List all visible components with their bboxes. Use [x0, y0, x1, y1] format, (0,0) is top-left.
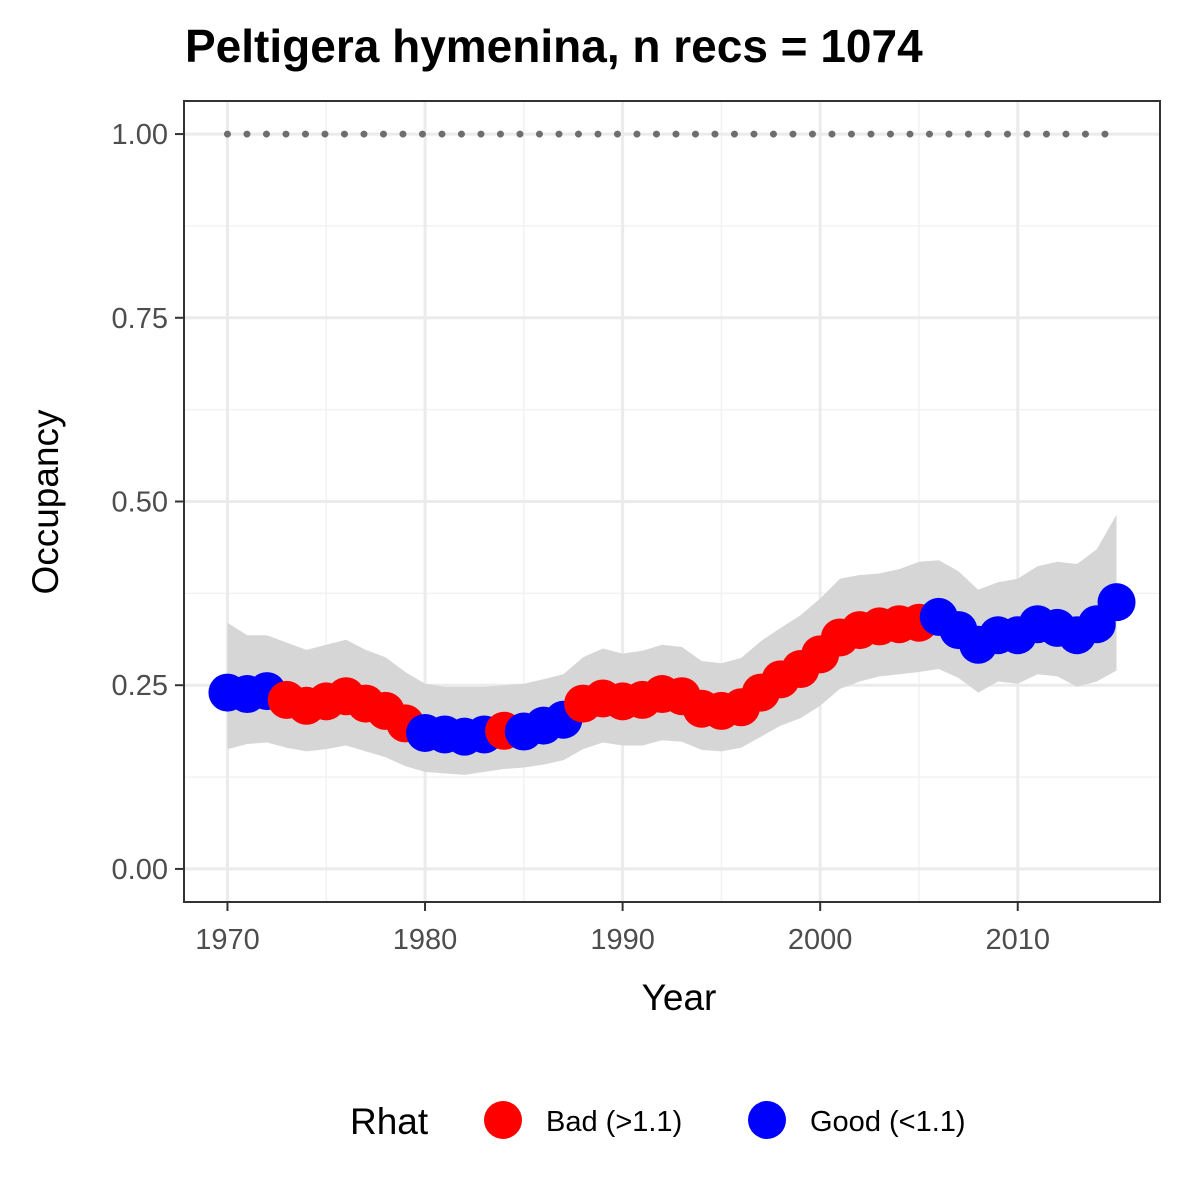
x-axis-title: Year [642, 977, 717, 1018]
legend-label-good: Good (<1.1) [810, 1106, 966, 1138]
y-tick-label: 0.75 [112, 303, 168, 335]
y-axis-title: Occupancy [25, 409, 66, 595]
x-tick-label: 2010 [985, 924, 1050, 956]
y-axis: 0.00 0.25 0.50 0.75 1.00 [112, 119, 184, 886]
y-tick-label: 0.00 [112, 854, 168, 886]
x-tick-label: 1970 [195, 924, 260, 956]
legend-label-bad: Bad (>1.1) [546, 1106, 682, 1138]
legend-key-good [748, 1101, 786, 1139]
x-tick-label: 1980 [393, 924, 458, 956]
y-tick-label: 1.00 [112, 119, 168, 151]
legend: Rhat Bad (>1.1) Good (<1.1) [350, 1101, 966, 1142]
chart-title: Peltigera hymenina, n recs = 1074 [185, 20, 923, 72]
x-axis: 1970 1980 1990 2000 2010 [195, 902, 1050, 956]
data-points [208, 583, 1136, 756]
x-tick-label: 2000 [788, 924, 853, 956]
y-tick-label: 0.50 [112, 487, 168, 519]
legend-key-bad [484, 1101, 522, 1139]
y-tick-label: 0.25 [112, 670, 168, 702]
confidence-ribbon [227, 514, 1117, 775]
legend-title: Rhat [350, 1101, 429, 1142]
data-point-good [1097, 583, 1136, 622]
x-tick-label: 1990 [590, 924, 655, 956]
